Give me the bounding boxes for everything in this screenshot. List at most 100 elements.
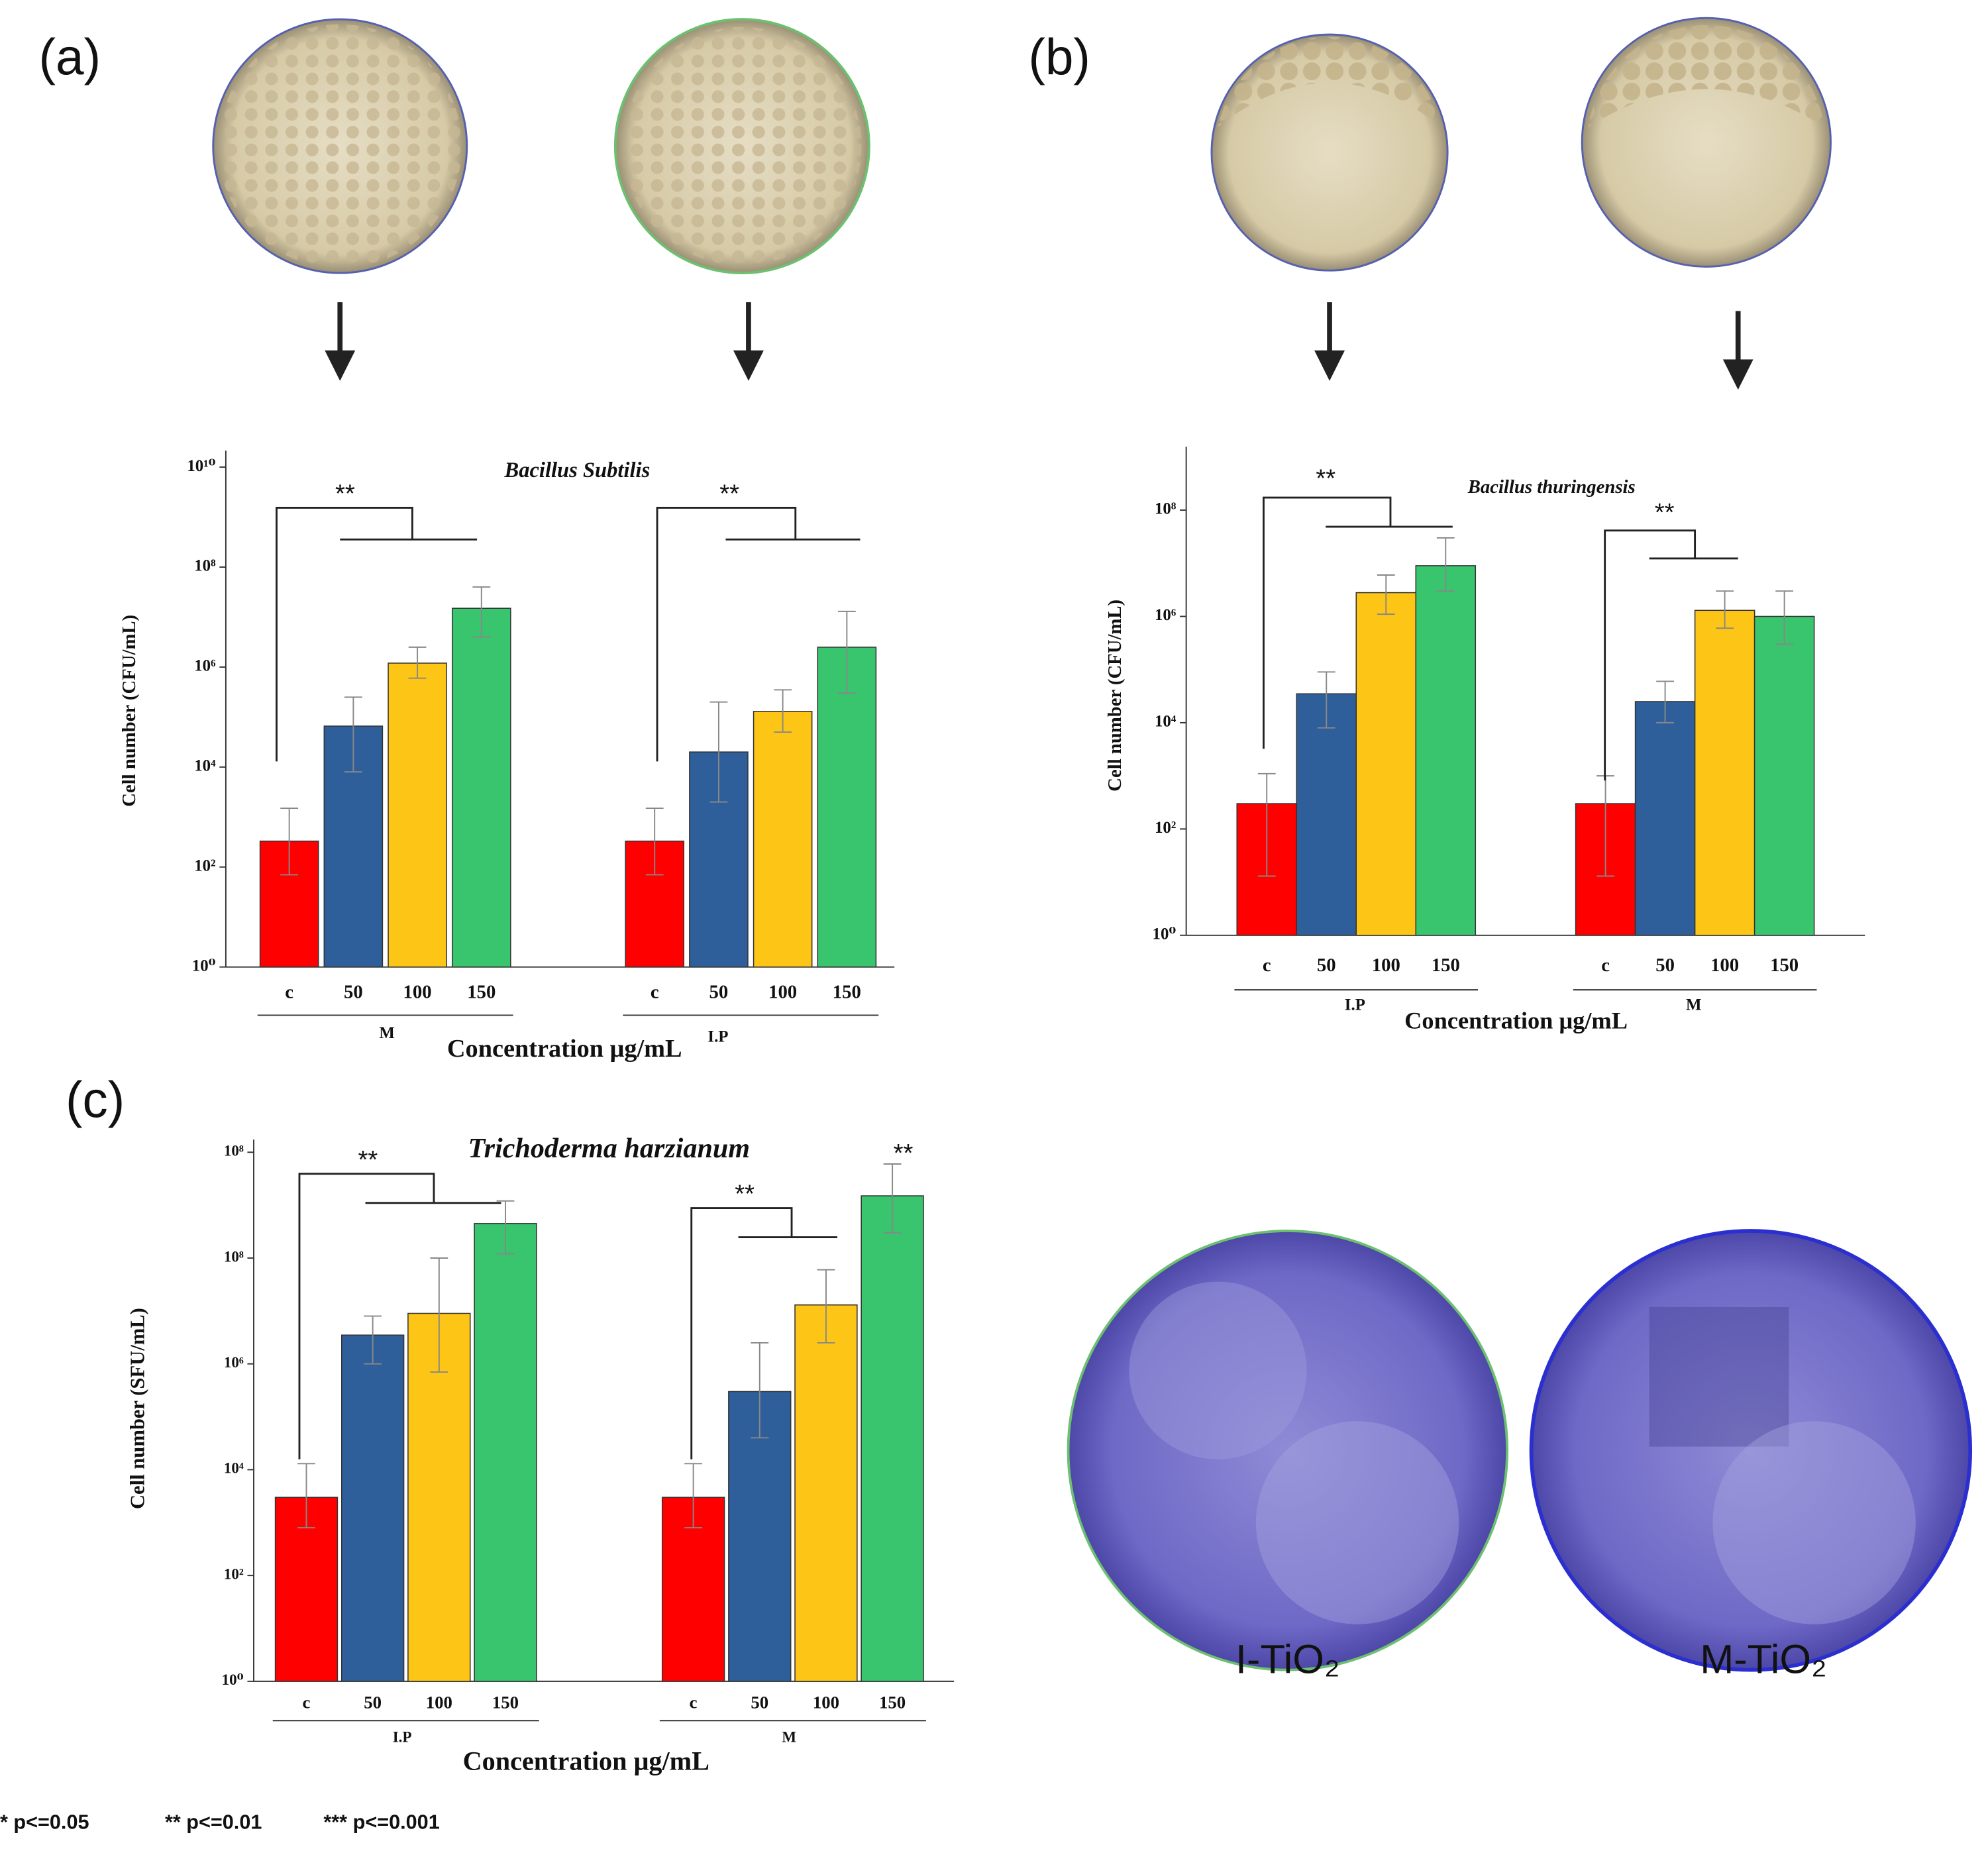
significance-label: ** — [719, 479, 739, 507]
bar — [388, 662, 447, 968]
significance-label: ** — [335, 479, 355, 507]
x-tick-label: 100 — [426, 1693, 452, 1713]
group-label: M — [782, 1728, 796, 1745]
x-tick-label: 100 — [768, 981, 797, 1002]
error-bar — [774, 689, 792, 733]
significance-bracket — [1263, 496, 1392, 749]
x-tick-label: c — [285, 981, 293, 1002]
error-bar — [645, 808, 664, 876]
x-tick-label: 100 — [813, 1693, 839, 1713]
error-bar — [408, 646, 427, 679]
bar — [1415, 565, 1477, 936]
y-tick-label: 10⁴ — [1155, 713, 1177, 731]
error-bar — [1656, 680, 1675, 723]
error-bar — [280, 808, 299, 876]
bar — [861, 1195, 924, 1682]
y-tick-label: 10² — [1155, 819, 1176, 837]
y-tick-label: 10⁴ — [224, 1460, 244, 1477]
x-tick-label: c — [690, 1693, 698, 1713]
y-tick-label: 10² — [224, 1565, 244, 1582]
bar — [728, 1391, 792, 1682]
bar — [451, 608, 511, 968]
y-tick-label: 10⁰ — [222, 1671, 244, 1688]
x-axis-label: Concentration μg/mL — [1404, 1007, 1628, 1033]
significance-label: ** — [358, 1145, 378, 1174]
x-tick-label: c — [1263, 955, 1271, 976]
petri-plate — [1067, 1230, 1509, 1671]
error-bar — [883, 1163, 902, 1234]
x-tick-label: 50 — [709, 981, 729, 1002]
y-tick-label: 10⁸ — [194, 557, 216, 575]
panel-label: (c) — [66, 1073, 125, 1129]
panel-label: (b) — [1028, 29, 1090, 85]
arrow — [325, 302, 1753, 390]
footnote: ** p<=0.01 — [165, 1811, 262, 1833]
bar — [794, 1304, 858, 1682]
chart-title: Bacillus Subtilis — [503, 458, 650, 482]
bar — [1694, 609, 1755, 936]
x-tick-label: c — [1601, 955, 1610, 976]
y-tick-label: 10⁶ — [224, 1354, 244, 1371]
x-tick-label: 150 — [492, 1693, 519, 1713]
y-tick-label: 10¹⁰ — [187, 457, 215, 475]
significance-label: ** — [894, 1139, 914, 1167]
group-label: M — [379, 1024, 394, 1042]
significance-bracket — [1604, 529, 1697, 781]
error-bar — [751, 1342, 769, 1439]
bar — [1296, 693, 1357, 936]
bar — [817, 647, 877, 968]
panel-label: (a) — [39, 29, 101, 85]
petri-plate — [1210, 33, 1449, 272]
x-tick-label: c — [303, 1693, 311, 1713]
x-axis-label: Concentration μg/mL — [447, 1035, 682, 1063]
y-tick-label: 10⁸ — [1155, 500, 1177, 518]
significance-label: ** — [1316, 464, 1335, 492]
bar — [1355, 592, 1417, 936]
bar — [340, 1334, 405, 1682]
y-tick-label: 10² — [194, 857, 215, 874]
y-tick-label: 10⁰ — [192, 957, 216, 975]
x-tick-label: 150 — [833, 981, 861, 1002]
significance-bracket — [298, 1173, 435, 1459]
error-bar — [344, 696, 362, 773]
bar — [1753, 615, 1815, 936]
y-axis-label: Cell number (SFU/mL) — [127, 1308, 149, 1509]
y-tick-label: 10⁶ — [1155, 606, 1176, 624]
error-bar — [1317, 671, 1335, 729]
error-bar — [837, 610, 856, 694]
bar — [407, 1312, 471, 1682]
x-tick-label: c — [651, 981, 659, 1002]
x-tick-label: 150 — [467, 981, 496, 1002]
error-bar — [472, 586, 491, 638]
y-tick-label: 10⁸ — [224, 1248, 244, 1265]
bar — [1634, 701, 1696, 936]
bar — [753, 711, 813, 968]
x-tick-label: 150 — [1432, 955, 1460, 976]
error-bar — [364, 1315, 382, 1365]
petri-plate — [1581, 17, 1832, 268]
error-bar — [1775, 590, 1794, 645]
x-tick-label: 150 — [879, 1693, 906, 1713]
chart-title: Trichoderma harzianum — [468, 1133, 750, 1164]
significance-bracket — [656, 506, 797, 762]
plate-label: M-TiO₂ — [1700, 1636, 1827, 1681]
significance-label: ** — [1655, 498, 1675, 527]
error-bar — [1257, 772, 1276, 877]
error-bar — [1716, 590, 1734, 629]
error-bar — [684, 1463, 703, 1528]
y-tick-label: 10⁰ — [1153, 925, 1177, 943]
x-tick-label: 50 — [751, 1693, 768, 1713]
y-tick-label: 10⁴ — [194, 757, 216, 775]
y-tick-label: 10⁶ — [194, 657, 215, 675]
significance-bracket — [690, 1207, 793, 1459]
x-tick-label: 50 — [344, 981, 363, 1002]
error-bar — [297, 1463, 315, 1528]
petri-plate — [613, 18, 870, 274]
error-bar — [709, 701, 728, 803]
y-axis-label: Cell number (CFU/mL) — [119, 615, 140, 807]
x-tick-label: 50 — [1317, 955, 1336, 976]
chart-title: Bacillus thuringensis — [1467, 476, 1636, 498]
petri-plate — [212, 18, 468, 274]
x-tick-label: 100 — [1710, 955, 1739, 976]
